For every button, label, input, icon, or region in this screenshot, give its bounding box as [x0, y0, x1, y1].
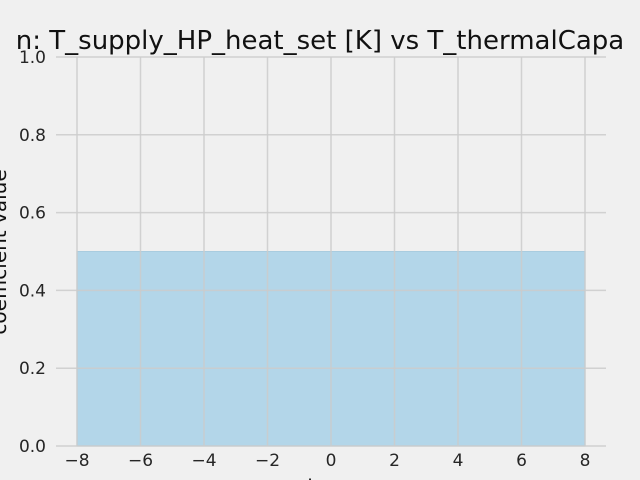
chart-title: n: T_supply_HP_heat_set [K] vs T_thermal…	[16, 26, 624, 56]
x-tick-label: −2	[255, 451, 280, 471]
x-axis-label: l	[307, 475, 313, 480]
x-tick-label: −4	[191, 451, 216, 471]
grid	[56, 56, 606, 447]
y-tick-label: 0.2	[19, 359, 46, 379]
y-tick-label: 0.0	[19, 437, 46, 457]
x-tick-label: 4	[453, 451, 464, 471]
x-tick-label: 2	[389, 451, 400, 471]
x-tick-label: −6	[128, 451, 153, 471]
y-tick-label: 1.0	[19, 48, 46, 68]
x-tick-label: 6	[516, 451, 527, 471]
tick-labels: −8 −6 −4 −2 0 2 4 6 8 0.0 0.2 0.4 0.6 0.8 1.0	[19, 48, 590, 471]
y-axis-label: coefficient value	[0, 169, 11, 334]
x-tick-label: 8	[580, 451, 591, 471]
y-tick-label: 0.4	[19, 281, 46, 301]
y-tick-label: 0.6	[19, 204, 46, 224]
x-tick-label: 0	[326, 451, 337, 471]
x-tick-label: −8	[64, 451, 89, 471]
y-tick-label: 0.8	[19, 126, 46, 146]
